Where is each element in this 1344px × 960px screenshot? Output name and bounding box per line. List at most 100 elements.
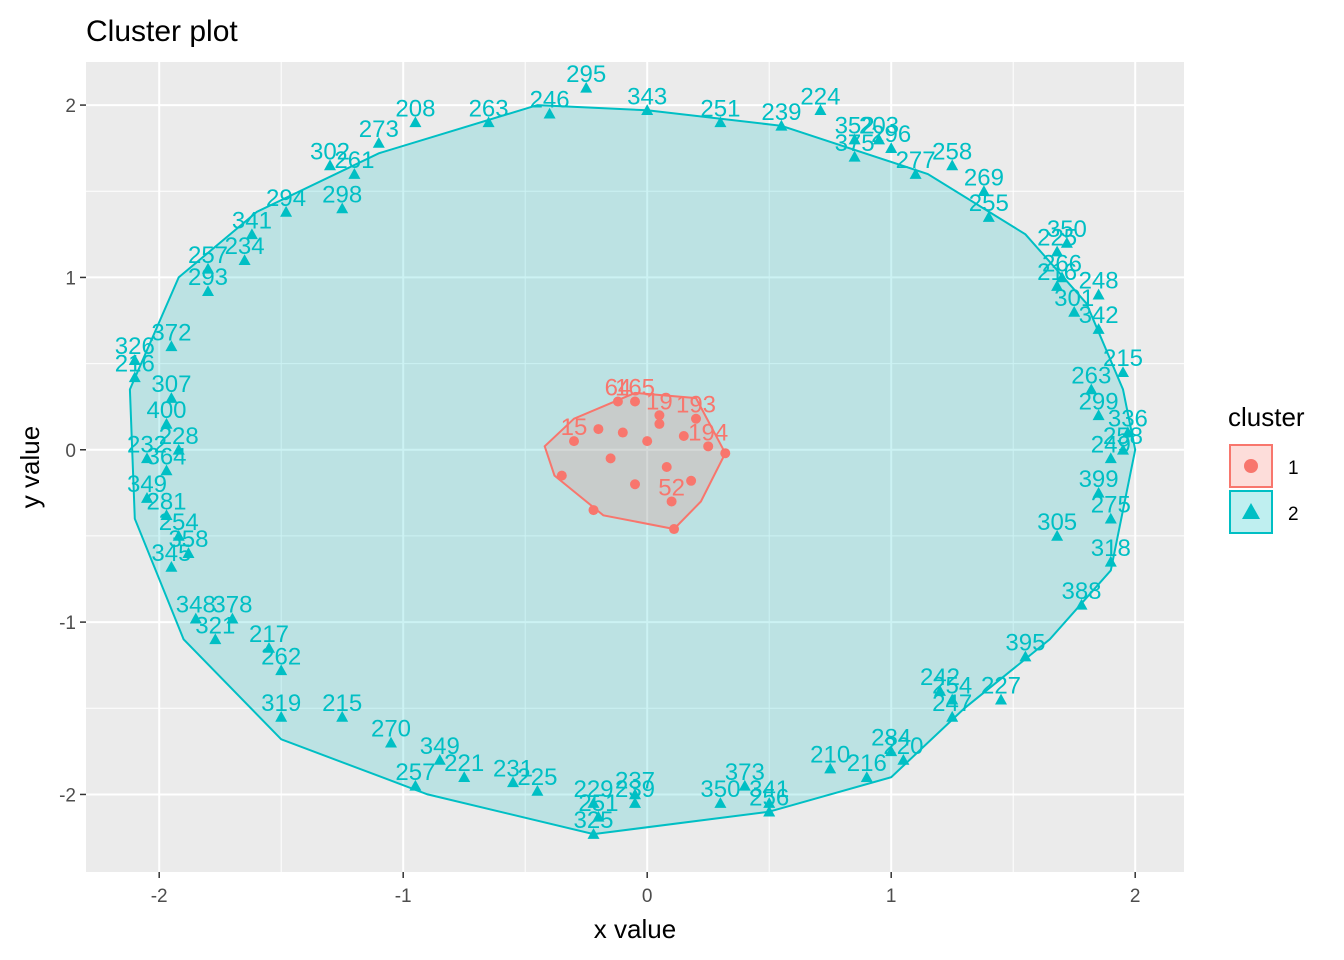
y-tick-label: -2 <box>59 785 76 806</box>
y-tick-label: 2 <box>65 96 76 117</box>
point-label: 352 <box>835 113 875 140</box>
data-point-cluster-1 <box>642 436 653 447</box>
data-point-cluster-2 <box>165 560 178 572</box>
data-point-cluster-1 <box>617 427 628 438</box>
point-label: 262 <box>261 643 301 670</box>
data-point-cluster-1 <box>691 413 701 424</box>
point-label: 217 <box>249 621 289 648</box>
data-point-cluster-2 <box>934 685 946 696</box>
point-label: 400 <box>146 397 186 424</box>
data-point-cluster-2 <box>885 142 898 153</box>
point-label: 224 <box>800 83 840 110</box>
data-point-cluster-2 <box>238 254 251 265</box>
data-point-cluster-2 <box>629 797 641 808</box>
point-label: 239 <box>761 99 801 126</box>
point-label: 273 <box>359 116 399 143</box>
chart-title: Cluster plot <box>86 15 238 48</box>
legend-label-1: 1 <box>1288 458 1299 479</box>
data-point-cluster-2 <box>182 547 195 558</box>
data-point-cluster-2 <box>165 340 178 352</box>
point-label: 281 <box>146 488 186 515</box>
data-point-cluster-1 <box>593 424 604 435</box>
point-label: 349 <box>127 471 167 498</box>
cluster-hull-2 <box>128 104 1137 836</box>
data-point-cluster-1 <box>720 448 731 459</box>
legend-label-2: 2 <box>1288 504 1299 525</box>
point-label: 342 <box>1079 302 1119 329</box>
point-label: 246 <box>530 87 570 114</box>
point-label: 284 <box>871 724 911 751</box>
point-label: 295 <box>566 61 606 88</box>
point-label: 229 <box>573 776 613 803</box>
data-point-cluster-2 <box>1092 486 1105 498</box>
data-point-cluster-2 <box>543 107 556 119</box>
legend-title: cluster <box>1228 402 1305 432</box>
point-label: 19 <box>646 388 673 415</box>
data-point-cluster-2 <box>824 762 837 774</box>
point-label: 210 <box>810 742 850 769</box>
data-point-cluster-1 <box>569 436 579 447</box>
point-label: 193 <box>676 392 716 419</box>
point-label: 247 <box>932 690 972 717</box>
data-point-cluster-2 <box>995 693 1007 705</box>
data-point-cluster-2 <box>587 828 600 839</box>
point-label: 216 <box>1037 259 1077 286</box>
data-point-cluster-2 <box>245 228 258 240</box>
point-label: 375 <box>835 130 875 157</box>
data-point-cluster-2 <box>1051 280 1064 291</box>
point-label: 378 <box>212 592 252 619</box>
data-point-cluster-2 <box>946 159 959 171</box>
data-point-cluster-2 <box>763 805 776 817</box>
point-label: 307 <box>151 371 191 398</box>
point-label: 343 <box>627 83 667 110</box>
data-point-cluster-2 <box>1092 409 1105 421</box>
legend-entry-1: 1 <box>1229 444 1299 488</box>
y-tick-label: 0 <box>65 441 76 462</box>
data-point-cluster-2 <box>209 633 222 645</box>
x-tick-label: 2 <box>1130 886 1141 907</box>
data-point-cluster-2 <box>946 710 959 722</box>
data-point-cluster-2 <box>641 104 654 116</box>
data-point-cluster-2 <box>629 788 641 800</box>
point-label: 256 <box>749 785 789 812</box>
point-label: 275 <box>1091 492 1131 519</box>
data-point-cluster-2 <box>226 612 239 624</box>
data-point-cluster-2 <box>1121 426 1134 438</box>
data-point-cluster-2 <box>336 202 349 214</box>
y-axis-ticks: -2 -1 0 1 2 <box>59 96 86 806</box>
point-label: 64 <box>605 375 632 402</box>
point-label: 208 <box>395 95 435 122</box>
data-point-cluster-2 <box>1060 236 1073 248</box>
data-point-cluster-2 <box>160 509 173 521</box>
data-point-cluster-2 <box>909 168 922 179</box>
point-label: 277 <box>896 147 936 174</box>
data-point-cluster-1 <box>686 475 697 486</box>
point-label: 302 <box>310 138 350 165</box>
plot-panel <box>86 62 1184 872</box>
point-label: 242 <box>920 664 960 691</box>
point-label: 228 <box>159 423 199 450</box>
data-point-cluster-2 <box>873 133 885 145</box>
data-point-cluster-2 <box>160 464 173 476</box>
point-label: 254 <box>932 673 972 700</box>
point-label: 258 <box>1103 423 1143 450</box>
data-point-cluster-2 <box>275 710 288 722</box>
point-label: 372 <box>151 319 191 346</box>
data-point-cluster-1 <box>654 410 665 421</box>
point-label: 225 <box>1037 225 1077 252</box>
point-label: 248 <box>1079 268 1119 295</box>
point-label: 165 <box>615 375 655 402</box>
point-label: 255 <box>969 190 1009 217</box>
point-label: 257 <box>395 759 435 786</box>
x-axis-ticks: -2 -1 0 1 2 <box>151 872 1141 907</box>
point-label: 263 <box>469 95 509 122</box>
data-point-cluster-2 <box>458 771 471 783</box>
point-label: 301 <box>1054 285 1094 312</box>
data-point-cluster-1 <box>630 396 640 407</box>
data-point-cluster-2 <box>814 104 827 116</box>
point-label: 251 <box>700 95 740 122</box>
data-point-cluster-2 <box>1104 555 1117 567</box>
point-label: 345 <box>151 540 191 567</box>
data-point-cluster-1 <box>703 441 714 452</box>
data-point-cluster-2 <box>592 810 605 822</box>
